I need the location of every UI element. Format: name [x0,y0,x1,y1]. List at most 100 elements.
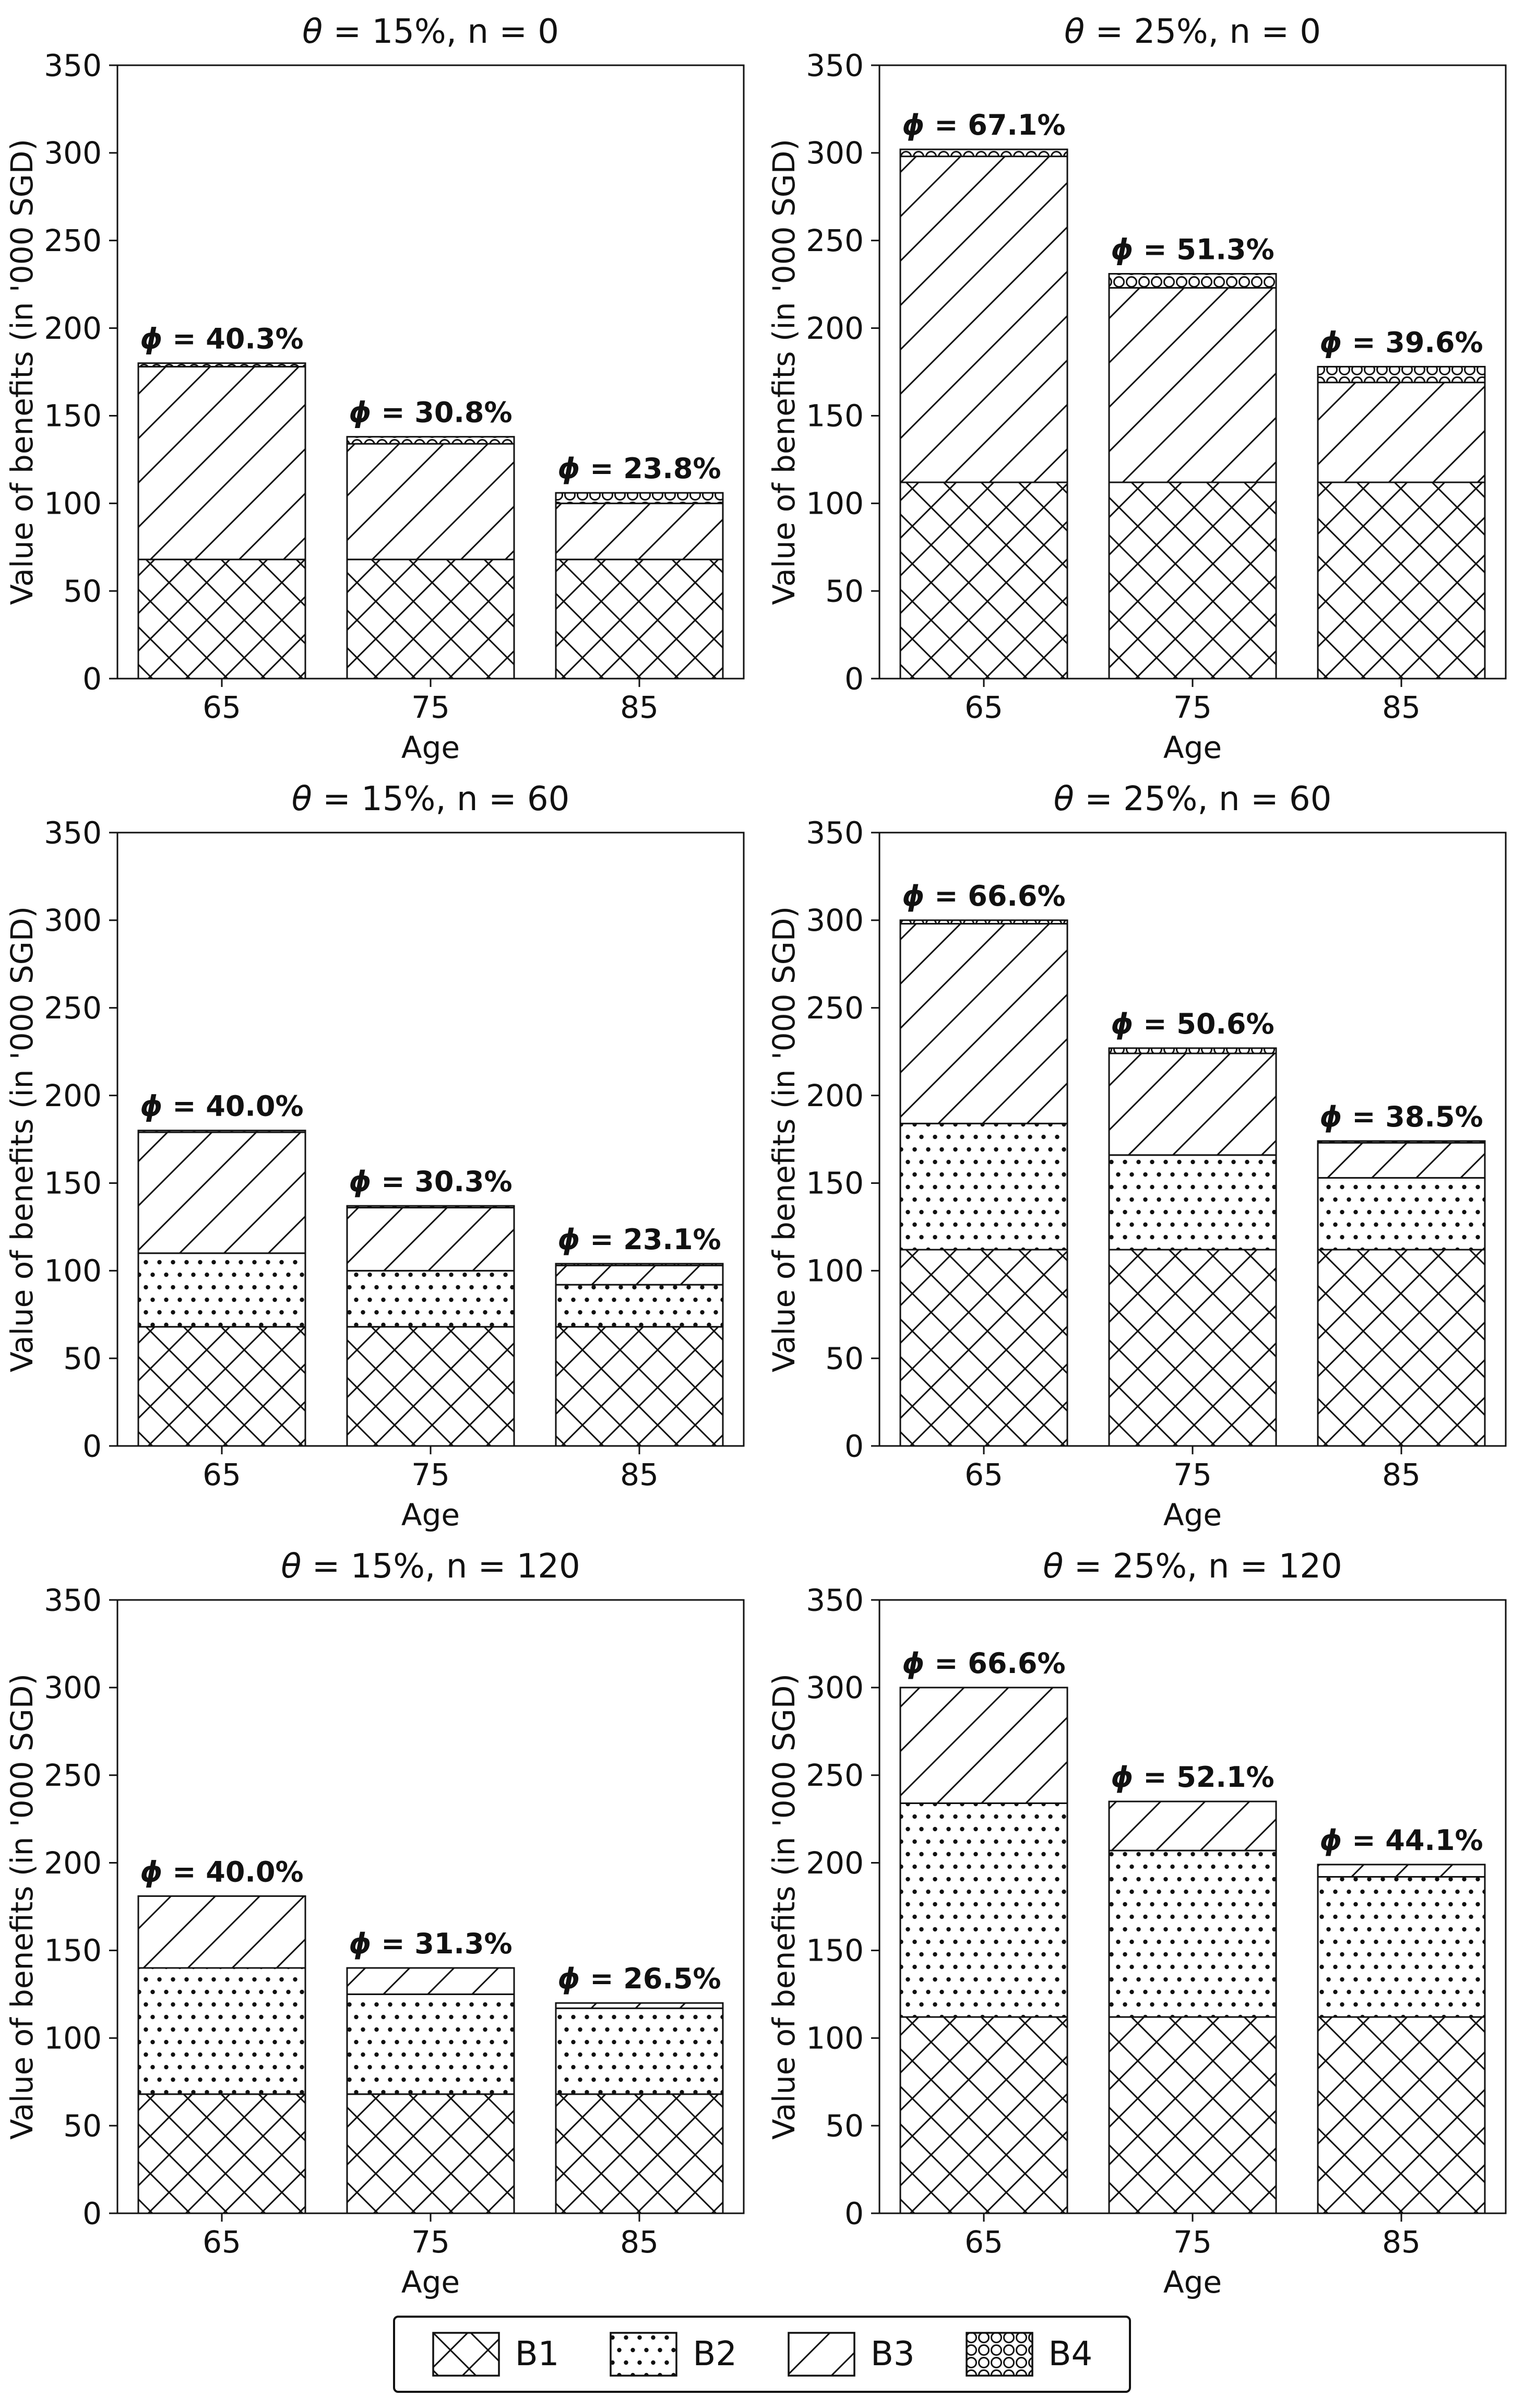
bar-age65-segment-B1 [137,559,306,680]
y-tick-label: 350 [44,1582,102,1618]
bar-age85-segment-B3 [1317,1864,1486,1878]
subplot-cell-theta15-n120: θ = 15%, n = 120 0 50 100 150 200 250 300 350 65 ϕ… [0,1535,762,2302]
bar-age85-segment-B2 [1317,1177,1486,1251]
y-tick-label: 0 [844,661,864,696]
bar-age75-segment-B4 [346,436,515,445]
phi-annotation: ϕ = 40.0% [140,1090,303,1123]
bar-age75-segment-B3 [346,1967,515,1995]
legend-label-b4: B4 [1048,2335,1093,2374]
bar-age65-segment-B2 [899,1802,1068,2018]
x-tick-label: 75 [411,1457,450,1492]
y-axis-label: Value of benefits (in '000 SGD) [766,139,802,605]
bar-age85-segment-B4 [1317,365,1486,384]
bar-age75-segment-B1 [346,2093,515,2214]
y-tick-label: 300 [44,1670,102,1705]
y-tick-label: 50 [825,573,864,609]
bar-age65-segment-B4 [137,1130,306,1133]
bar-age75-segment-B1 [346,1326,515,1447]
phi-annotation: ϕ = 66.6% [902,880,1065,912]
phi-annotation: ϕ = 38.5% [1319,1100,1483,1133]
figure-grid: θ = 15%, n = 0 0 50 100 150 200 250 300 350 65 ϕ =… [0,0,1524,2302]
bar-age85-segment-B3 [555,2002,724,2009]
subplot-title: θ = 25%, n = 0 [1064,13,1321,51]
y-tick-label: 350 [44,815,102,850]
x-tick-label: 75 [1173,1457,1212,1492]
y-tick-label: 250 [44,223,102,258]
legend-item-b2: B2 [609,2331,737,2377]
phi-annotation: ϕ = 66.6% [902,1647,1065,1680]
bar-age75-segment-B1 [1108,481,1277,680]
legend-swatch-b2-icon [610,2332,678,2377]
x-axis-label: Age [1163,1497,1222,1533]
y-tick-label: 350 [806,48,864,83]
legend-label-b2: B2 [693,2335,737,2374]
y-tick-label: 0 [82,2196,102,2231]
subplot-cell-theta25-n0: θ = 25%, n = 0 0 50 100 150 200 250 300 350 65 ϕ =… [762,0,1524,767]
chart-theta25-n120: θ = 25%, n = 120 0 50 100 150 200 250 300 350 65 ϕ… [766,1547,1507,2300]
legend-swatch-b4-icon [965,2332,1033,2377]
bar-age65-segment-B1 [137,2093,306,2214]
bar-age85-segment-B3 [555,502,724,561]
phi-annotation: ϕ = 44.1% [1319,1824,1483,1857]
y-axis-label: Value of benefits (in '000 SGD) [4,139,40,605]
subplot-title: θ = 15%, n = 0 [302,13,559,51]
subplot-cell-theta15-n0: θ = 15%, n = 0 0 50 100 150 200 250 300 350 65 ϕ =… [0,0,762,767]
phi-annotation: ϕ = 23.8% [557,452,721,485]
phi-annotation: ϕ = 40.3% [140,323,303,355]
legend-item-b3: B3 [787,2331,915,2377]
y-tick-label: 300 [806,903,864,938]
x-tick-label: 85 [1382,1457,1421,1492]
subplot-title: θ = 25%, n = 120 [1043,1547,1342,1586]
phi-annotation: ϕ = 40.0% [140,1855,303,1888]
y-tick-label: 100 [44,2021,102,2056]
bar-age75-segment-B1 [1108,2016,1277,2214]
y-axis-label: Value of benefits (in '000 SGD) [766,906,802,1372]
y-tick-label: 200 [44,1845,102,1881]
y-tick-label: 150 [806,1166,864,1201]
y-tick-label: 50 [63,573,102,609]
y-tick-label: 250 [806,990,864,1026]
legend-area: B1 B2 B3 B4 [0,2302,1524,2406]
y-tick-label: 250 [44,990,102,1026]
x-tick-label: 85 [620,1457,659,1492]
bar-age65-segment-B4 [137,362,306,367]
y-tick-label: 150 [44,398,102,434]
y-tick-label: 300 [44,135,102,171]
bar-age75-segment-B1 [346,559,515,680]
bar-age75-segment-B4 [346,1205,515,1208]
phi-annotation: ϕ = 23.1% [557,1223,721,1256]
y-tick-label: 350 [44,48,102,83]
x-axis-label: Age [1163,730,1222,765]
x-tick-label: 85 [620,2224,659,2260]
bar-age65-segment-B1 [899,2016,1068,2214]
bar-age75-segment-B3 [1108,287,1277,483]
x-tick-label: 85 [1382,690,1421,725]
y-tick-label: 0 [82,1428,102,1464]
legend-label-b3: B3 [871,2335,915,2374]
x-tick-label: 75 [411,690,450,725]
y-tick-label: 300 [806,135,864,171]
bar-age75-segment-B2 [1108,1154,1277,1251]
bar-age75-segment-B2 [1108,1849,1277,2018]
bar-age65-segment-B2 [137,1252,306,1328]
x-axis-label: Age [1163,2264,1222,2300]
x-axis-label: Age [401,1497,460,1533]
y-tick-label: 0 [82,661,102,696]
bar-age75-segment-B3 [1108,1800,1277,1852]
y-axis-label: Value of benefits (in '000 SGD) [4,906,40,1372]
bar-age85-segment-B4 [1317,1140,1486,1144]
bar-age85-segment-B4 [555,492,724,504]
y-tick-label: 100 [44,486,102,521]
x-tick-label: 65 [203,2224,241,2260]
bar-age65-segment-B1 [137,1326,306,1447]
bar-age85-segment-B1 [555,559,724,680]
bar-age65-segment-B3 [137,1895,306,1969]
bar-age85-segment-B1 [1317,481,1486,680]
x-tick-label: 75 [411,2224,450,2260]
bar-age65-segment-B1 [899,481,1068,680]
y-tick-label: 150 [44,1933,102,1968]
legend-swatch-b3-icon [788,2332,855,2377]
y-tick-label: 100 [806,486,864,521]
bar-age75-segment-B4 [1108,1047,1277,1054]
bar-age85-segment-B3 [1317,382,1486,483]
